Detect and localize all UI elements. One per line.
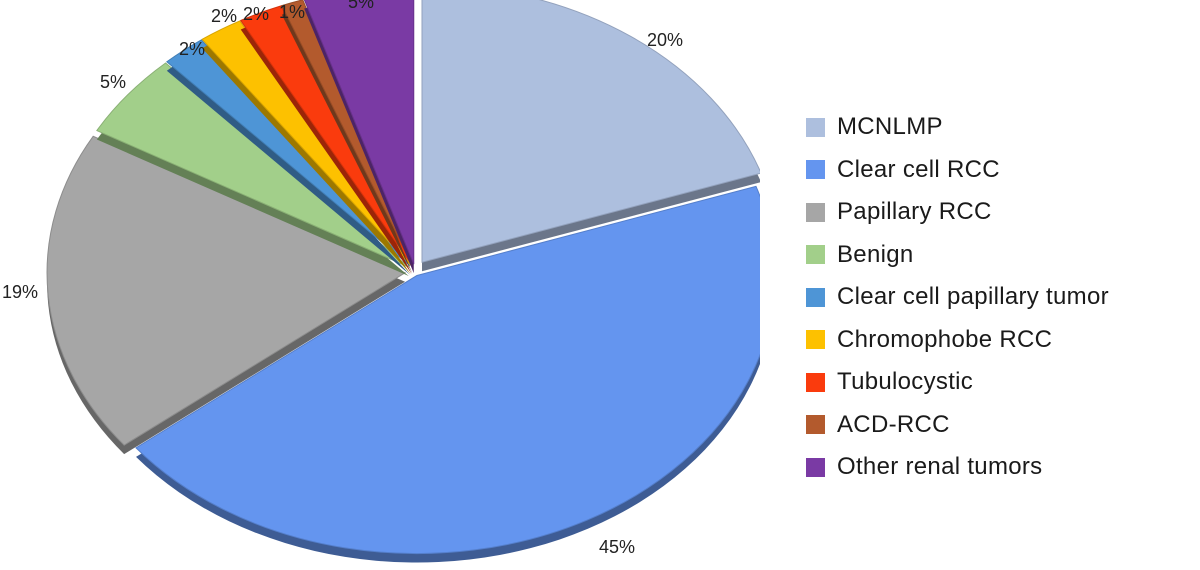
slice-acd-rcc bbox=[281, 0, 413, 274]
legend-label: Benign bbox=[837, 240, 914, 268]
data-label-clear-cell-papillary-tumor: 2% bbox=[179, 39, 205, 59]
legend-label: ACD-RCC bbox=[837, 410, 950, 438]
slice-other-renal-tumors-face bbox=[303, 0, 415, 265]
legend-item-papillary-rcc: Papillary RCC bbox=[806, 191, 1109, 234]
legend-item-acd-rcc: ACD-RCC bbox=[806, 404, 1109, 447]
legend-label: Chromophobe RCC bbox=[837, 325, 1053, 353]
slice-tubulocystic bbox=[239, 5, 413, 274]
slice-clear-cell-papillary-tumor bbox=[166, 39, 411, 275]
legend-swatch bbox=[806, 457, 825, 477]
data-label-tubulocystic: 2% bbox=[243, 4, 269, 24]
legend-swatch bbox=[806, 372, 825, 392]
legend-swatch bbox=[806, 245, 825, 265]
legend-item-clear-cell-rcc: Clear cell RCC bbox=[806, 149, 1109, 192]
slice-chromophobe-rcc bbox=[201, 20, 412, 275]
data-label-acd-rcc: 1% bbox=[279, 2, 305, 22]
legend-label: Tubulocystic bbox=[837, 368, 974, 396]
pie-chart-plot: 20% 45% 19% 5% 2% 2% 2% 1% 5% bbox=[2, 0, 760, 563]
legend-swatch bbox=[806, 117, 825, 137]
legend-swatch bbox=[806, 160, 825, 180]
legend-label: Papillary RCC bbox=[837, 198, 992, 226]
chart-legend: MCNLMP Clear cell RCC Papillary RCC Benign C… bbox=[806, 106, 1109, 489]
slice-clear-cell-rcc bbox=[135, 185, 760, 563]
legend-swatch bbox=[806, 287, 825, 307]
slice-clear-cell-rcc-face bbox=[135, 185, 760, 554]
data-label-clear-cell-rcc: 45% bbox=[599, 537, 635, 557]
legend-swatch bbox=[806, 330, 825, 350]
slice-depth-acd-rcc bbox=[281, 8, 413, 274]
data-label-chromophobe-rcc: 2% bbox=[211, 6, 237, 26]
slice-other-renal-tumors bbox=[303, 0, 415, 274]
legend-label: Clear cell papillary tumor bbox=[837, 283, 1109, 311]
data-label-mcnlmp: 20% bbox=[647, 30, 683, 50]
slice-papillary-rcc bbox=[46, 135, 407, 455]
legend-swatch bbox=[806, 415, 825, 435]
legend-item-benign: Benign bbox=[806, 234, 1109, 277]
legend-item-tubulocystic: Tubulocystic bbox=[806, 361, 1109, 404]
legend-swatch bbox=[806, 202, 825, 222]
legend-item-other-renal-tumors: Other renal tumors bbox=[806, 446, 1109, 489]
slice-benign bbox=[96, 62, 410, 277]
data-label-benign: 5% bbox=[100, 72, 126, 92]
slice-clear-cell-papillary-tumor-face bbox=[166, 39, 411, 267]
legend-label: Clear cell RCC bbox=[837, 155, 1000, 183]
legend-label: Other renal tumors bbox=[837, 453, 1043, 481]
data-label-other-renal-tumors: 5% bbox=[348, 0, 374, 12]
slice-papillary-rcc-face bbox=[46, 135, 407, 446]
legend-label: MCNLMP bbox=[837, 113, 943, 141]
slice-chromophobe-rcc-face bbox=[201, 20, 412, 266]
slice-mcnlmp-face bbox=[421, 0, 760, 263]
legend-item-clear-cell-papillary-tumor: Clear cell papillary tumor bbox=[806, 276, 1109, 319]
slice-mcnlmp bbox=[421, 0, 760, 272]
slice-tubulocystic-face bbox=[239, 5, 413, 266]
legend-item-mcnlmp: MCNLMP bbox=[806, 106, 1109, 149]
slice-benign-face bbox=[96, 62, 410, 268]
slice-acd-rcc-face bbox=[281, 0, 413, 265]
legend-item-chromophobe-rcc: Chromophobe RCC bbox=[806, 319, 1109, 362]
data-label-papillary-rcc: 19% bbox=[2, 282, 38, 302]
